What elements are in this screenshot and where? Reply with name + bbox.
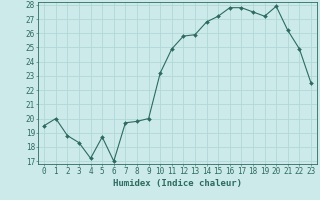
X-axis label: Humidex (Indice chaleur): Humidex (Indice chaleur) xyxy=(113,179,242,188)
